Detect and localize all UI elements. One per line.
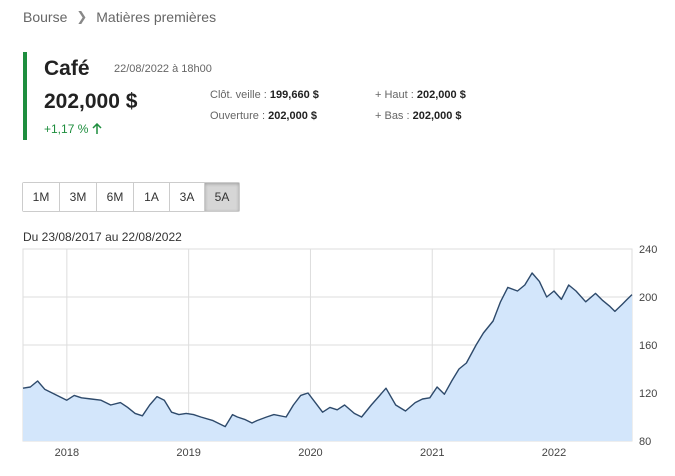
price-area — [23, 273, 632, 441]
period-selector: 1M 3M 6M 1A 3A 5A — [22, 182, 240, 212]
x-tick-label: 2018 — [55, 447, 79, 459]
quote-header: Café 22/08/2022 à 18h00 202,000 $ +1,17 … — [23, 52, 483, 140]
breadcrumb-item-matieres-premieres[interactable]: Matières premières — [96, 9, 217, 25]
chevron-right-icon: ❯ — [76, 9, 88, 24]
stat-open: Ouverture : 202,000 $ — [210, 110, 317, 122]
period-button-5a[interactable]: 5A — [205, 183, 239, 211]
x-axis-labels: 2018 2019 2020 2021 2022 — [55, 447, 567, 459]
breadcrumb: Bourse ❯ Matières premières — [23, 9, 216, 25]
quote-price: 202,000 $ — [44, 90, 138, 113]
breadcrumb-item-bourse[interactable]: Bourse — [23, 9, 68, 25]
change-value: +1,17 % — [44, 122, 89, 136]
stat-prev-close-label: Clôt. veille : — [210, 89, 270, 101]
x-tick-label: 2020 — [298, 447, 322, 459]
x-tick-label: 2019 — [176, 447, 200, 459]
x-tick-label: 2021 — [420, 447, 444, 459]
y-tick-label: 240 — [639, 244, 657, 256]
arrow-up-icon — [92, 123, 102, 135]
period-button-1a[interactable]: 1A — [134, 183, 170, 211]
y-tick-label: 80 — [639, 436, 651, 448]
stat-low-value: 202,000 $ — [412, 110, 462, 122]
quote-change: +1,17 % — [44, 122, 102, 136]
period-button-3m[interactable]: 3M — [60, 183, 97, 211]
stat-high-value: 202,000 $ — [416, 89, 466, 101]
stat-open-value: 202,000 $ — [268, 110, 318, 122]
stat-low: + Bas : 202,000 $ — [375, 110, 462, 122]
stat-open-label: Ouverture : — [210, 110, 269, 122]
y-tick-label: 120 — [639, 388, 657, 400]
y-tick-label: 160 — [639, 340, 657, 352]
price-line — [22, 272, 633, 428]
page-title: Café — [44, 57, 90, 80]
stat-high-label: + Haut : — [375, 89, 417, 101]
price-chart[interactable]: 80 120 160 200 240 2018 2019 2020 2021 2022 — [0, 240, 675, 476]
y-tick-label: 200 — [639, 292, 657, 304]
period-button-6m[interactable]: 6M — [97, 183, 134, 211]
x-tick-label: 2022 — [542, 447, 566, 459]
stat-prev-close-value: 199,660 $ — [269, 89, 319, 101]
date-range-label: Du 23/08/2017 au 22/08/2022 — [23, 230, 182, 244]
stat-prev-close: Clôt. veille : 199,660 $ — [210, 89, 319, 101]
quote-date: 22/08/2022 à 18h00 — [114, 63, 212, 75]
period-button-3a[interactable]: 3A — [170, 183, 205, 211]
stat-high: + Haut : 202,000 $ — [375, 89, 466, 101]
stat-low-label: + Bas : — [375, 110, 413, 122]
period-button-1m[interactable]: 1M — [23, 183, 60, 211]
y-axis-labels: 80 120 160 200 240 — [639, 244, 657, 448]
